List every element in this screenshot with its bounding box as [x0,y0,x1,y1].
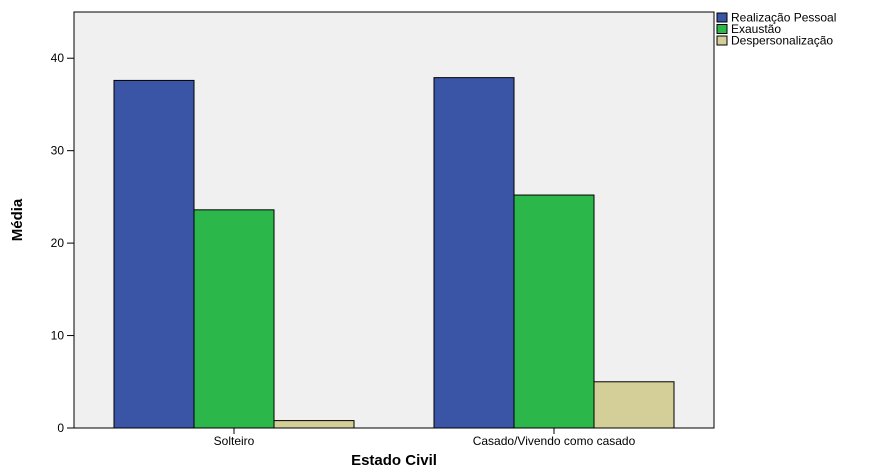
y-axis-title: Média [9,198,26,241]
x-axis: Solteiro Casado/Vivendo como casado [214,428,636,448]
bar-1-2 [433,77,515,429]
legend-label-3: Despersonalização [731,34,833,48]
bar-2-1 [193,209,275,429]
x-tick-label: Solteiro [214,434,255,448]
y-axis: 0 10 20 30 40 [51,51,74,435]
x-axis-title: Estado Civil [351,452,437,468]
legend-label-2: Exaustão [731,22,781,36]
bar-3-1 [273,420,355,429]
y-tick-label: 20 [51,236,65,250]
y-tick-label: 10 [51,329,65,343]
y-tick-label: 0 [57,421,64,435]
y-tick-label: 40 [51,51,65,65]
legend-swatch-3 [716,35,728,46]
bar-3-2 [593,381,675,429]
y-tick-label: 30 [51,144,65,158]
legend: Realização PessoalExaustãoDespersonaliza… [716,11,836,48]
legend-label-1: Realização Pessoal [731,11,836,25]
bar-1-1 [113,79,195,429]
bars-group [113,77,675,429]
bar-2-2 [513,194,595,429]
legend-swatch-1 [716,12,728,23]
legend-swatch-2 [716,24,728,34]
x-tick-label: Casado/Vivendo como casado [473,434,636,448]
